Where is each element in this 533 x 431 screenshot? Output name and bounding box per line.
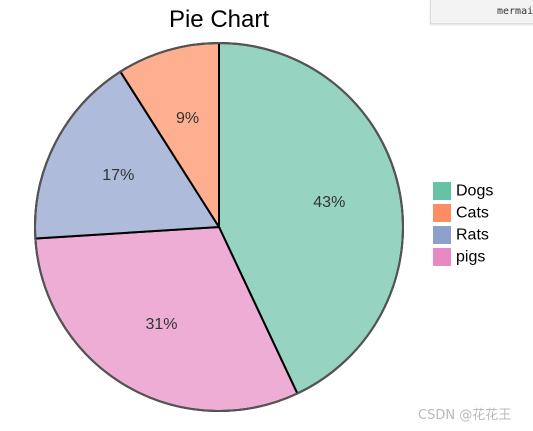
code-tab-label: mermaid [497, 6, 533, 17]
chart-title: Pie Chart [169, 6, 269, 33]
legend-label-pigs: pigs [456, 249, 485, 266]
watermark: CSDN @花花王 [418, 408, 512, 423]
pie-labels: 43% 31% 17% 9% [102, 110, 345, 333]
legend-label-rats: Rats [456, 227, 489, 244]
legend-label-dogs: Dogs [456, 183, 493, 200]
legend-swatch-cats [433, 204, 451, 222]
legend-label-cats: Cats [456, 205, 489, 222]
legend-swatch-pigs [433, 248, 451, 266]
code-tab[interactable]: mermaid [430, 0, 533, 24]
legend-swatch-rats [433, 226, 451, 244]
slice-label-pigs: 31% [145, 316, 177, 333]
pie-slices [33, 41, 404, 412]
legend-swatch-dogs [433, 182, 451, 200]
slice-label-cats: 9% [176, 110, 199, 127]
legend: Dogs Cats Rats pigs [433, 182, 493, 266]
slice-label-rats: 17% [102, 167, 134, 184]
slice-label-dogs: 43% [313, 194, 345, 211]
pie-outline [34, 42, 404, 412]
